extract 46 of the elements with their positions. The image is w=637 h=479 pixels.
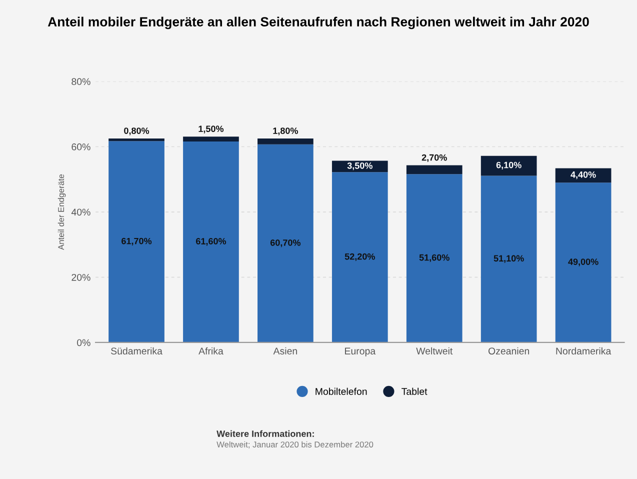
chart-title: Anteil mobiler Endgeräte an allen Seitenaufrufen nach Regionen weltweit im Jahr 2020 [48, 16, 589, 30]
data-label: 49,00% [568, 258, 598, 266]
data-label: 52,20% [344, 253, 375, 262]
data-label: 51,10% [494, 255, 524, 263]
data-label: 6,10% [496, 162, 522, 170]
bar [183, 136, 239, 142]
data-label: 4,40% [570, 171, 596, 180]
x-tick-label: Weltweit [416, 347, 453, 354]
bar [332, 160, 388, 172]
bar [555, 168, 612, 183]
bar [406, 165, 462, 174]
bar [480, 156, 537, 176]
data-label: 61,60% [196, 238, 226, 246]
bar [406, 174, 462, 342]
data-label: 1,80% [273, 128, 298, 136]
data-label: 60,70% [270, 239, 301, 248]
legend-label: Tablet [402, 388, 428, 395]
legend-label: Mobiltelefon [316, 388, 367, 395]
bar [480, 176, 537, 342]
y-tick-label: 0% [77, 339, 90, 346]
bar [258, 144, 314, 342]
x-tick-label: Europa [345, 348, 376, 356]
y-tick-label: 40% [71, 208, 90, 216]
x-tick-label: Nordamerika [556, 347, 612, 354]
data-label: 61,70% [122, 238, 152, 246]
y-axis-title: Anteil der Endgeräte [58, 174, 66, 250]
x-tick-label: Afrika [198, 347, 224, 354]
y-tick-label: 20% [72, 274, 90, 281]
y-tick-label: 80% [72, 78, 90, 86]
data-label: 0,80% [124, 128, 150, 136]
y-tick-label: 60% [72, 143, 90, 150]
data-label: 2,70% [422, 154, 447, 162]
bar [108, 138, 164, 142]
bar [332, 172, 388, 342]
bar [108, 141, 164, 342]
bar [183, 141, 239, 342]
data-label: 3,50% [347, 162, 372, 170]
x-tick-label: Asien [273, 347, 297, 354]
data-label: 1,50% [198, 126, 224, 134]
text: Weitere Informationen: [216, 430, 314, 437]
x-tick-label: Ozeanien [488, 347, 530, 354]
x-tick-label: Südamerika [111, 347, 162, 354]
text: Weltweit; Januar 2020 bis Dezember 2020 [216, 441, 374, 448]
data-label: 51,60% [419, 254, 450, 262]
bar [555, 182, 612, 342]
bar [258, 138, 314, 144]
